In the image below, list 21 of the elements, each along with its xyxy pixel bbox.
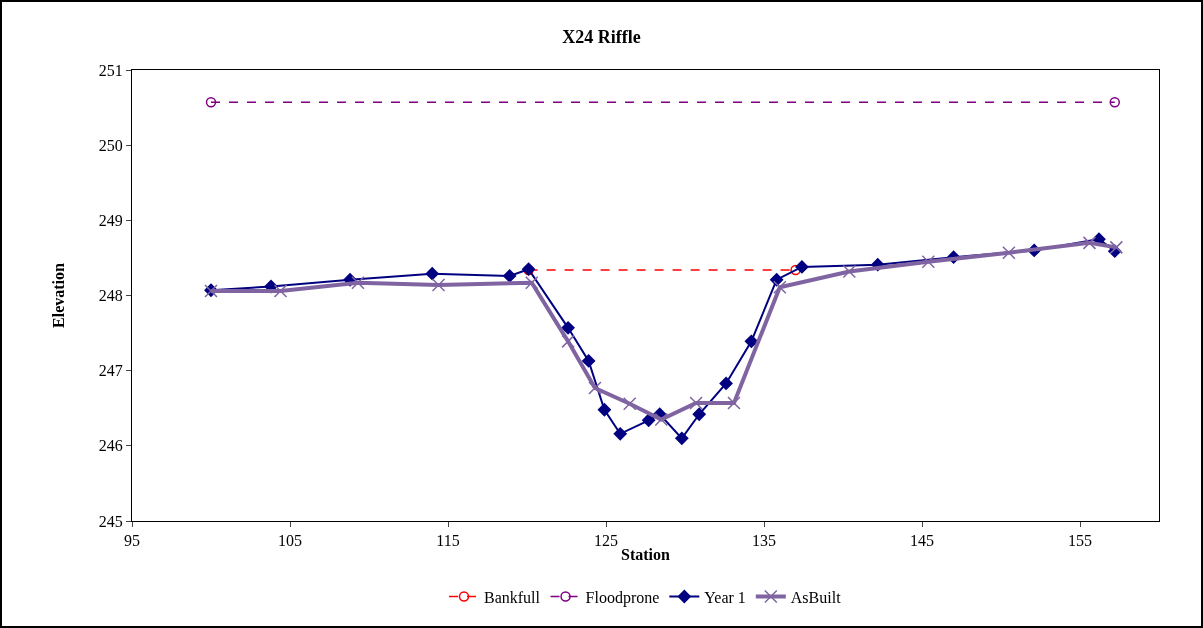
y-tick-label: 245: [98, 512, 123, 530]
legend-label: AsBuilt: [790, 588, 842, 606]
legend-label: Bankfull: [484, 588, 541, 606]
y-tick-label: 249: [98, 211, 123, 229]
y-tick-label: 250: [98, 136, 123, 154]
y-tick-label: 251: [98, 61, 123, 79]
x-tick-label: 125: [594, 532, 618, 550]
legend-label: Year 1: [704, 588, 746, 606]
legend-label: Floodprone: [585, 588, 660, 607]
y-tick-label: 246: [98, 437, 123, 455]
chart-title: X24 Riffle: [562, 26, 641, 47]
x-tick-label: 155: [1068, 532, 1092, 550]
y-axis-title: Elevation: [49, 262, 67, 328]
y-tick-label: 247: [98, 362, 123, 380]
x-tick-label: 95: [124, 532, 140, 550]
x-tick-label: 105: [278, 532, 302, 550]
x-tick-label: 115: [436, 532, 460, 550]
x-axis-title: Station: [621, 545, 671, 563]
x-tick-label: 135: [752, 532, 776, 550]
x-tick-label: 145: [910, 532, 934, 550]
y-tick-label: 248: [98, 287, 123, 305]
